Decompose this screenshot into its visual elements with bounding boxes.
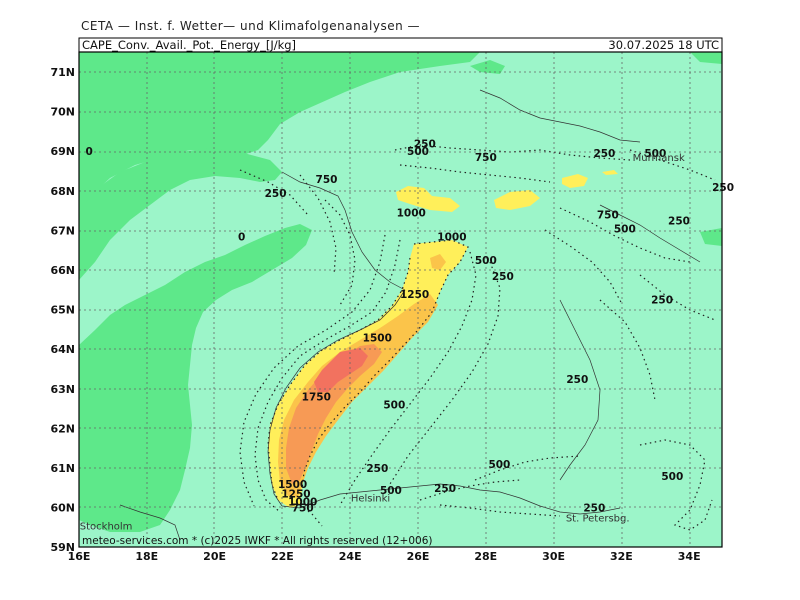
sea-arctic-east	[690, 52, 722, 64]
sea-white-sea-edge	[700, 228, 722, 246]
contour-label: 1500	[363, 332, 392, 344]
lat-tick-label: 61N	[50, 462, 75, 475]
lat-tick-label: 66N	[50, 264, 75, 277]
lat-tick-label: 62N	[50, 422, 75, 435]
variable-title: CAPE_Conv._Avail._Pot._Energy_[J/kg]	[82, 38, 296, 52]
contour-label: 500	[380, 485, 402, 497]
lat-tick-label: 65N	[50, 304, 75, 317]
contour-label: 250	[265, 188, 287, 200]
lat-tick-label: 59N	[50, 541, 75, 554]
contour-label: 250	[668, 216, 690, 228]
contour-label: 250	[583, 503, 605, 515]
header-institute: CETA — Inst. f. Wetter— und Klimafolgena…	[81, 19, 421, 33]
cape-1000-cell-b	[494, 190, 540, 210]
lon-tick-label: 18E	[135, 550, 158, 563]
valid-time: 30.07.2025 18 UTC	[608, 38, 719, 52]
contour-label: 1000	[437, 231, 466, 243]
contour-label: 500	[614, 223, 636, 235]
contour-label: 250	[651, 295, 673, 307]
longitude-axis: 16E 18E 20E 22E 24E 26E 28E 30E 32E 34E	[68, 550, 701, 563]
contour-label: 500	[383, 400, 405, 412]
lon-tick-label: 32E	[610, 550, 633, 563]
cape-1000-cell-c	[562, 174, 588, 188]
cape-1500	[286, 344, 382, 484]
lat-tick-label: 71N	[50, 66, 75, 79]
lon-tick-label: 34E	[678, 550, 701, 563]
coastlines	[119, 89, 701, 541]
contour-label: 750	[475, 152, 497, 164]
contour-label: 250	[414, 138, 436, 150]
contour-label: 500	[644, 148, 666, 160]
contour-label: 1250	[400, 289, 429, 301]
sea-sweden-inland	[79, 224, 312, 532]
contour-label: 750	[597, 210, 619, 222]
cape-1000-cell-d	[602, 170, 618, 175]
contour-label: 500	[407, 146, 429, 158]
lon-tick-label: 30E	[542, 550, 565, 563]
lat-tick-label: 68N	[50, 185, 75, 198]
contour-label: 500	[488, 459, 510, 471]
contour-label: 250	[366, 463, 388, 475]
contour-label: 250	[492, 271, 514, 283]
footer-credit: meteo-services.com * (c)2025 IWKF * All …	[82, 535, 433, 547]
sea-norway	[79, 52, 480, 212]
contour-label: 0	[86, 146, 93, 158]
place-label: Murmansk	[633, 153, 685, 164]
lon-tick-label: 28E	[474, 550, 497, 563]
lon-tick-label: 22E	[271, 550, 294, 563]
cape-1000-cell-a	[396, 186, 460, 212]
lat-tick-label: 63N	[50, 383, 75, 396]
contour-label: 1500	[278, 479, 307, 491]
lat-lon-grid	[79, 52, 722, 547]
contour-label: 500	[661, 471, 683, 483]
contour-label: 750	[316, 174, 338, 186]
place-label: Stockholm	[80, 521, 133, 532]
lat-tick-label: 67N	[50, 224, 75, 237]
cape-1250	[278, 294, 438, 498]
lat-tick-label: 60N	[50, 502, 75, 515]
place-label: St. Petersbg.	[566, 514, 630, 525]
contour-label: 250	[712, 182, 734, 194]
lat-tick-label: 64N	[50, 343, 75, 356]
sea-arctic-mid	[470, 60, 505, 74]
sea-norway-coast	[79, 148, 282, 280]
lon-tick-label: 16E	[68, 550, 91, 563]
lat-tick-label: 70N	[50, 106, 75, 119]
lon-tick-label: 24E	[339, 550, 362, 563]
latitude-axis: 71N 70N 69N 68N 67N 66N 65N 64N 63N 62N 61N 60N 59N	[50, 66, 75, 554]
contour-label: 0	[238, 231, 245, 243]
lat-tick-label: 69N	[50, 145, 75, 158]
place-label: Helsinki	[351, 494, 390, 505]
contour-label: 250	[593, 148, 615, 160]
map-frame	[78, 51, 723, 548]
contour-label: 250	[566, 374, 588, 386]
contour-label: 1750	[302, 392, 331, 404]
contour-label: 1250	[281, 489, 310, 501]
lon-tick-label: 20E	[203, 550, 226, 563]
cape-1750	[314, 348, 368, 392]
contour-label: 500	[475, 255, 497, 267]
contour-label: 1000	[288, 497, 317, 509]
contour-label: 250	[434, 483, 456, 495]
lon-tick-label: 26E	[407, 550, 430, 563]
cape-1250-cell	[430, 254, 446, 270]
place-labels: Murmansk Helsinki St. Petersbg. Stockholm	[80, 153, 685, 532]
contour-label: 750	[292, 503, 314, 515]
contour-label: 1000	[397, 208, 426, 220]
